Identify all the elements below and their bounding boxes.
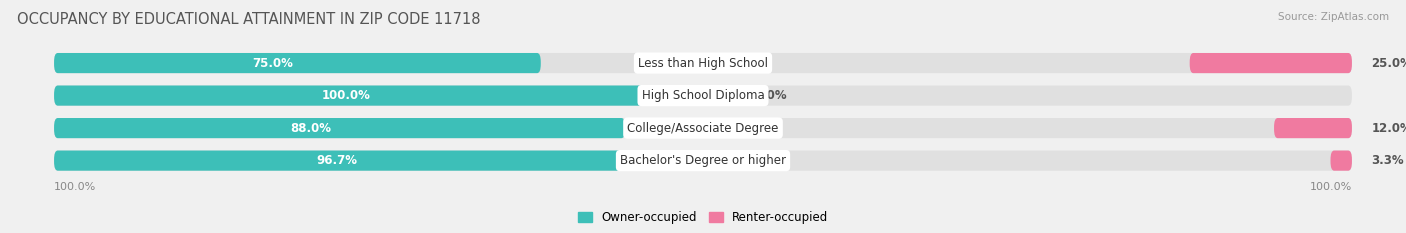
- FancyBboxPatch shape: [53, 86, 703, 106]
- Text: 3.3%: 3.3%: [1371, 154, 1405, 167]
- FancyBboxPatch shape: [53, 151, 1353, 171]
- Text: 100.0%: 100.0%: [1309, 182, 1353, 192]
- Text: High School Diploma: High School Diploma: [641, 89, 765, 102]
- FancyBboxPatch shape: [53, 151, 682, 171]
- Text: 75.0%: 75.0%: [253, 57, 294, 70]
- FancyBboxPatch shape: [53, 53, 1353, 73]
- Legend: Owner-occupied, Renter-occupied: Owner-occupied, Renter-occupied: [572, 206, 834, 229]
- Text: OCCUPANCY BY EDUCATIONAL ATTAINMENT IN ZIP CODE 11718: OCCUPANCY BY EDUCATIONAL ATTAINMENT IN Z…: [17, 12, 481, 27]
- FancyBboxPatch shape: [53, 53, 541, 73]
- Text: 0.0%: 0.0%: [755, 89, 787, 102]
- Text: 100.0%: 100.0%: [322, 89, 371, 102]
- Text: 100.0%: 100.0%: [53, 182, 97, 192]
- Text: 96.7%: 96.7%: [316, 154, 357, 167]
- Text: 25.0%: 25.0%: [1371, 57, 1406, 70]
- Text: 88.0%: 88.0%: [291, 122, 332, 135]
- Text: Bachelor's Degree or higher: Bachelor's Degree or higher: [620, 154, 786, 167]
- FancyBboxPatch shape: [1189, 53, 1353, 73]
- Text: 12.0%: 12.0%: [1371, 122, 1406, 135]
- Text: College/Associate Degree: College/Associate Degree: [627, 122, 779, 135]
- FancyBboxPatch shape: [1330, 151, 1353, 171]
- FancyBboxPatch shape: [53, 118, 626, 138]
- Text: Less than High School: Less than High School: [638, 57, 768, 70]
- FancyBboxPatch shape: [1274, 118, 1353, 138]
- Text: Source: ZipAtlas.com: Source: ZipAtlas.com: [1278, 12, 1389, 22]
- FancyBboxPatch shape: [53, 86, 1353, 106]
- FancyBboxPatch shape: [53, 118, 1353, 138]
- FancyBboxPatch shape: [703, 86, 735, 106]
